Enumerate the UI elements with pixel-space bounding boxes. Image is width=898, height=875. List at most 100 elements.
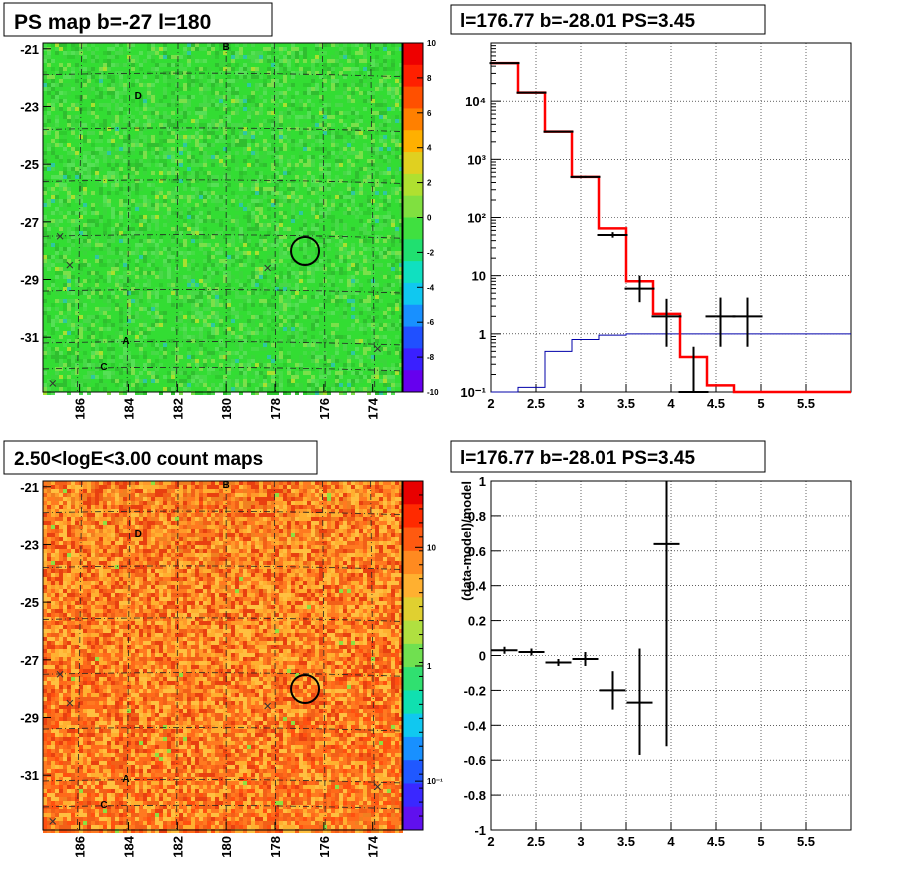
map-pixel bbox=[363, 91, 367, 95]
map-pixel bbox=[243, 501, 247, 505]
map-pixel bbox=[79, 159, 83, 163]
map-pixel bbox=[187, 183, 191, 187]
map-pixel bbox=[127, 481, 131, 485]
map-pixel bbox=[127, 303, 131, 307]
map-pixel bbox=[347, 363, 351, 367]
map-pixel bbox=[283, 263, 287, 267]
map-pixel bbox=[267, 179, 271, 183]
map-pixel bbox=[307, 255, 311, 259]
map-pixel bbox=[279, 371, 283, 375]
map-pixel bbox=[347, 159, 351, 163]
map-pixel bbox=[227, 283, 231, 287]
map-pixel bbox=[191, 371, 195, 375]
map-pixel bbox=[355, 267, 359, 271]
map-pixel bbox=[279, 211, 283, 215]
map-pixel bbox=[199, 87, 203, 91]
map-pixel bbox=[187, 167, 191, 171]
map-pixel bbox=[107, 171, 111, 175]
map-pixel bbox=[119, 391, 123, 395]
map-pixel bbox=[147, 501, 151, 505]
map-pixel bbox=[103, 199, 107, 203]
map-pixel bbox=[391, 151, 395, 155]
map-pixel bbox=[307, 87, 311, 91]
map-pixel bbox=[155, 107, 159, 111]
map-pixel bbox=[387, 219, 391, 223]
map-pixel bbox=[251, 263, 255, 267]
map-pixel bbox=[167, 267, 171, 271]
map-pixel bbox=[63, 207, 67, 211]
map-pixel bbox=[63, 175, 67, 179]
map-pixel bbox=[167, 55, 171, 59]
map-pixel bbox=[63, 505, 67, 509]
map-pixel bbox=[171, 155, 175, 159]
map-pixel bbox=[355, 119, 359, 123]
map-pixel bbox=[255, 375, 259, 379]
map-pixel bbox=[43, 219, 47, 223]
map-pixel bbox=[259, 371, 263, 375]
ps-map-title-box bbox=[3, 2, 273, 37]
map-pixel bbox=[167, 251, 171, 255]
map-pixel bbox=[267, 243, 271, 247]
map-pixel bbox=[355, 111, 359, 115]
map-pixel bbox=[259, 211, 263, 215]
map-pixel bbox=[171, 199, 175, 203]
map-pixel bbox=[315, 227, 319, 231]
map-pixel bbox=[171, 131, 175, 135]
map-pixel bbox=[399, 383, 403, 387]
map-pixel bbox=[395, 501, 399, 505]
map-pixel bbox=[127, 505, 131, 509]
map-pixel bbox=[239, 367, 243, 371]
map-pixel bbox=[139, 79, 143, 83]
map-pixel bbox=[359, 155, 363, 159]
map-pixel bbox=[43, 167, 47, 171]
map-pixel bbox=[131, 115, 135, 119]
map-pixel bbox=[179, 327, 183, 331]
map-pixel bbox=[339, 375, 343, 379]
map-pixel bbox=[347, 127, 351, 131]
map-pixel bbox=[123, 367, 127, 371]
map-pixel bbox=[295, 375, 299, 379]
map-pixel bbox=[115, 155, 119, 159]
map-pixel bbox=[359, 179, 363, 183]
map-pixel bbox=[163, 247, 167, 251]
map-pixel bbox=[251, 67, 255, 71]
map-pixel bbox=[291, 383, 295, 387]
map-pixel bbox=[155, 103, 159, 107]
map-pixel bbox=[131, 63, 135, 67]
map-pixel bbox=[139, 203, 143, 207]
map-pixel bbox=[163, 223, 167, 227]
map-pixel bbox=[227, 307, 231, 311]
map-pixel bbox=[259, 243, 263, 247]
map-pixel bbox=[295, 485, 299, 489]
map-pixel bbox=[295, 335, 299, 339]
map-pixel bbox=[179, 367, 183, 371]
map-pixel bbox=[395, 139, 399, 143]
map-pixel bbox=[347, 339, 351, 343]
map-pixel bbox=[155, 111, 159, 115]
map-pixel bbox=[359, 299, 363, 303]
map-pixel bbox=[163, 271, 167, 275]
map-pixel bbox=[247, 67, 251, 71]
map-pixel bbox=[199, 191, 203, 195]
map-pixel bbox=[111, 43, 115, 47]
map-pixel bbox=[175, 497, 179, 501]
map-pixel bbox=[323, 351, 327, 355]
map-pixel bbox=[295, 287, 299, 291]
map-pixel bbox=[203, 151, 207, 155]
map-pixel bbox=[383, 187, 387, 191]
map-pixel bbox=[247, 187, 251, 191]
map-pixel bbox=[91, 371, 95, 375]
map-pixel bbox=[211, 303, 215, 307]
map-pixel bbox=[327, 215, 331, 219]
map-pixel bbox=[319, 387, 323, 391]
map-pixel bbox=[235, 485, 239, 489]
map-pixel bbox=[179, 355, 183, 359]
map-pixel bbox=[191, 267, 195, 271]
map-pixel bbox=[199, 143, 203, 147]
x-marker bbox=[374, 345, 381, 353]
map-pixel bbox=[211, 91, 215, 95]
map-pixel bbox=[383, 43, 387, 47]
map-pixel bbox=[103, 59, 107, 63]
map-pixel bbox=[187, 231, 191, 235]
map-pixel bbox=[135, 263, 139, 267]
